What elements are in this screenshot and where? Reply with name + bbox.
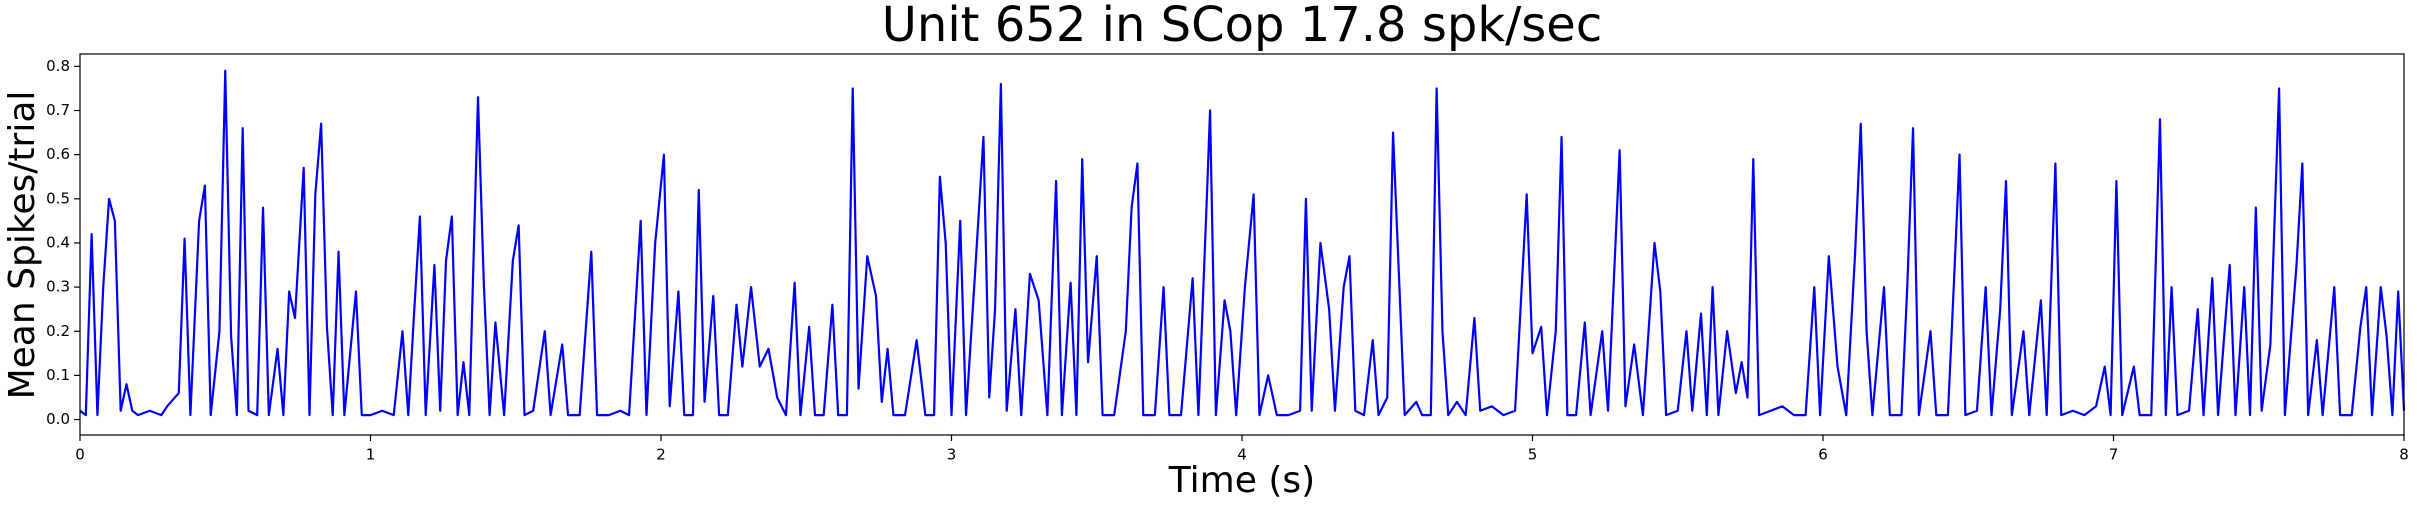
plot-frame bbox=[79, 53, 2405, 436]
x-tick-label: 1 bbox=[366, 446, 376, 464]
y-tick-label: 0.6 bbox=[46, 145, 70, 163]
x-tick-label: 7 bbox=[2109, 446, 2119, 464]
x-tick-label: 6 bbox=[1818, 446, 1828, 464]
x-tick-label: 5 bbox=[1528, 446, 1538, 464]
chart-title: Unit 652 in SCop 17.8 spk/sec bbox=[882, 0, 1602, 53]
x-tick-label: 3 bbox=[947, 446, 957, 464]
y-tick-label: 0.8 bbox=[46, 57, 70, 75]
x-tick-label: 2 bbox=[656, 446, 666, 464]
x-tick-label: 0 bbox=[75, 446, 85, 464]
y-tick-label: 0.3 bbox=[46, 278, 70, 296]
y-axis-label: Mean Spikes/trial bbox=[2, 91, 43, 400]
y-tick-label: 0.1 bbox=[46, 366, 70, 384]
y-tick-label: 0.2 bbox=[46, 322, 70, 340]
y-tick-label: 0.4 bbox=[46, 233, 70, 251]
x-axis-label: Time (s) bbox=[1168, 460, 1315, 501]
x-tick-label: 4 bbox=[1237, 446, 1247, 464]
y-tick-label: 0.0 bbox=[46, 410, 70, 428]
data-line bbox=[79, 69, 2406, 417]
y-tick-label: 0.7 bbox=[46, 101, 70, 119]
y-tick-label: 0.5 bbox=[46, 189, 70, 207]
x-tick-label: 8 bbox=[2399, 446, 2409, 464]
